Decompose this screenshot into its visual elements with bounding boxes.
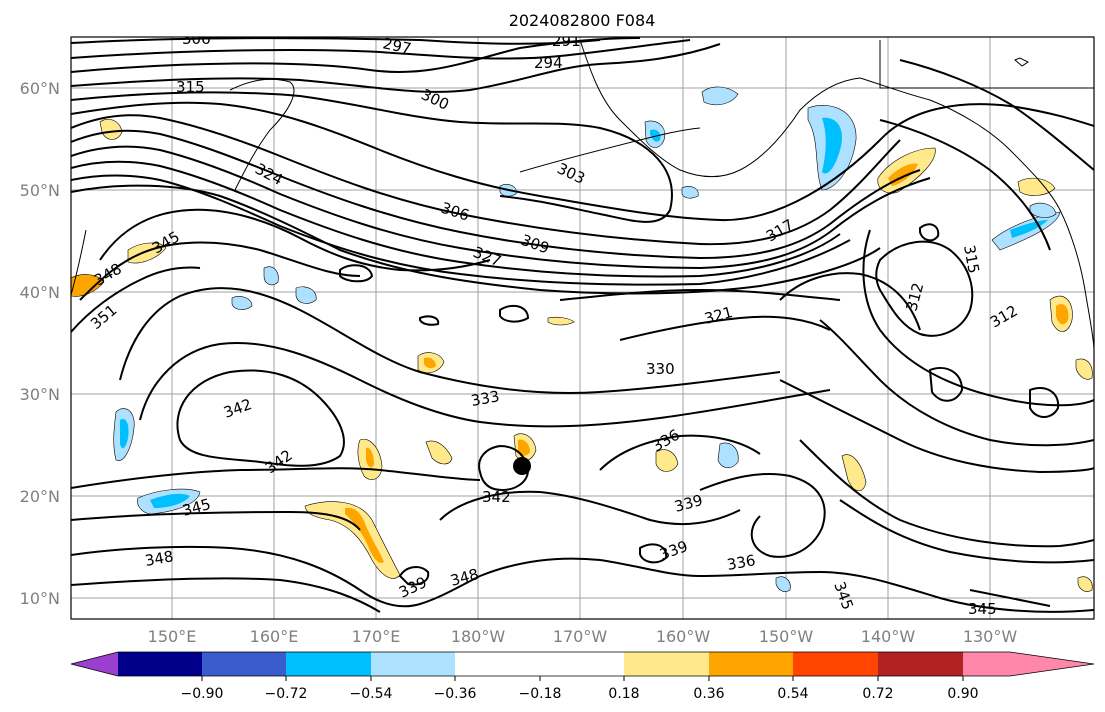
colorbar-tick-label: −0.54 (350, 686, 393, 702)
contour-label: 348 (144, 547, 175, 570)
colorbar-extend-high (963, 652, 1094, 676)
contour-label: 342 (482, 488, 511, 506)
lat-label: 30°N (20, 385, 60, 404)
contour-lines (71, 37, 1094, 613)
contour-label: 345 (968, 600, 997, 618)
latitude-axis: 60°N 50°N 40°N 30°N 20°N 10°N (20, 79, 60, 608)
contour-label: 294 (534, 54, 563, 72)
colorbar-segment (709, 652, 793, 676)
lat-label: 20°N (20, 487, 60, 506)
storm-center-marker (513, 457, 531, 475)
contour-label: 297 (381, 34, 413, 58)
colorbar-segment (624, 652, 709, 676)
map-title: 2024082800 F084 (509, 11, 656, 30)
lon-label: 170°W (553, 627, 608, 646)
contour-label: 336 (726, 551, 757, 574)
lon-label: 150°W (759, 627, 814, 646)
lon-label: 160°E (250, 627, 299, 646)
coastlines (71, 39, 1094, 351)
contour-label: 306 (182, 30, 211, 48)
longitude-axis: 150°E 160°E 170°E 180°W 170°W 160°W 150°… (148, 627, 1018, 646)
map-border (70, 36, 1095, 620)
colorbar-tick-label: −0.90 (181, 686, 224, 702)
colorbar-tick-label: 0.18 (608, 686, 639, 702)
colorbar-tick-label: −0.36 (434, 686, 477, 702)
colorbar-tick-label: −0.18 (519, 686, 562, 702)
lat-label: 40°N (20, 283, 60, 302)
contour-label: 315 (176, 78, 205, 96)
lon-label: 160°W (656, 627, 711, 646)
colorbar-segment (455, 652, 540, 676)
lat-label: 50°N (20, 181, 60, 200)
colorbar-segment (118, 652, 202, 676)
colorbar-tick-label: 0.90 (947, 686, 978, 702)
lon-label: 150°E (148, 627, 197, 646)
colorbar: −0.90 −0.72 −0.54 −0.36 −0.18 0.18 0.36 … (70, 651, 1095, 702)
colorbar-tick-label: 0.36 (693, 686, 724, 702)
colorbar-segment (793, 652, 878, 676)
colorbar-extend-low (71, 652, 118, 676)
colorbar-segment (878, 652, 963, 676)
map-background (71, 37, 1094, 619)
colorbar-tick-label: 0.54 (777, 686, 808, 702)
colorbar-segment (202, 652, 286, 676)
colorbar-outline (70, 651, 1095, 677)
map-area: 306 297 291 294 315 300 324 303 306 309 … (71, 30, 1094, 619)
colorbar-segment (286, 652, 371, 676)
lon-label: 170°E (352, 627, 401, 646)
lat-label: 60°N (20, 79, 60, 98)
colorbar-segment (371, 652, 455, 676)
lon-label: 180°W (451, 627, 506, 646)
colorbar-tick-label: −0.72 (265, 686, 308, 702)
contour-label: 333 (470, 387, 501, 410)
lon-label: 130°W (963, 627, 1018, 646)
colorbar-segment (540, 652, 624, 676)
contour-label: 291 (552, 32, 581, 50)
lon-label: 140°W (861, 627, 916, 646)
contour-label: 330 (646, 360, 675, 378)
colorbar-tick-label: 0.72 (862, 686, 893, 702)
gridlines (71, 37, 1094, 619)
lat-label: 10°N (20, 589, 60, 608)
contour-label: 315 (960, 244, 983, 275)
